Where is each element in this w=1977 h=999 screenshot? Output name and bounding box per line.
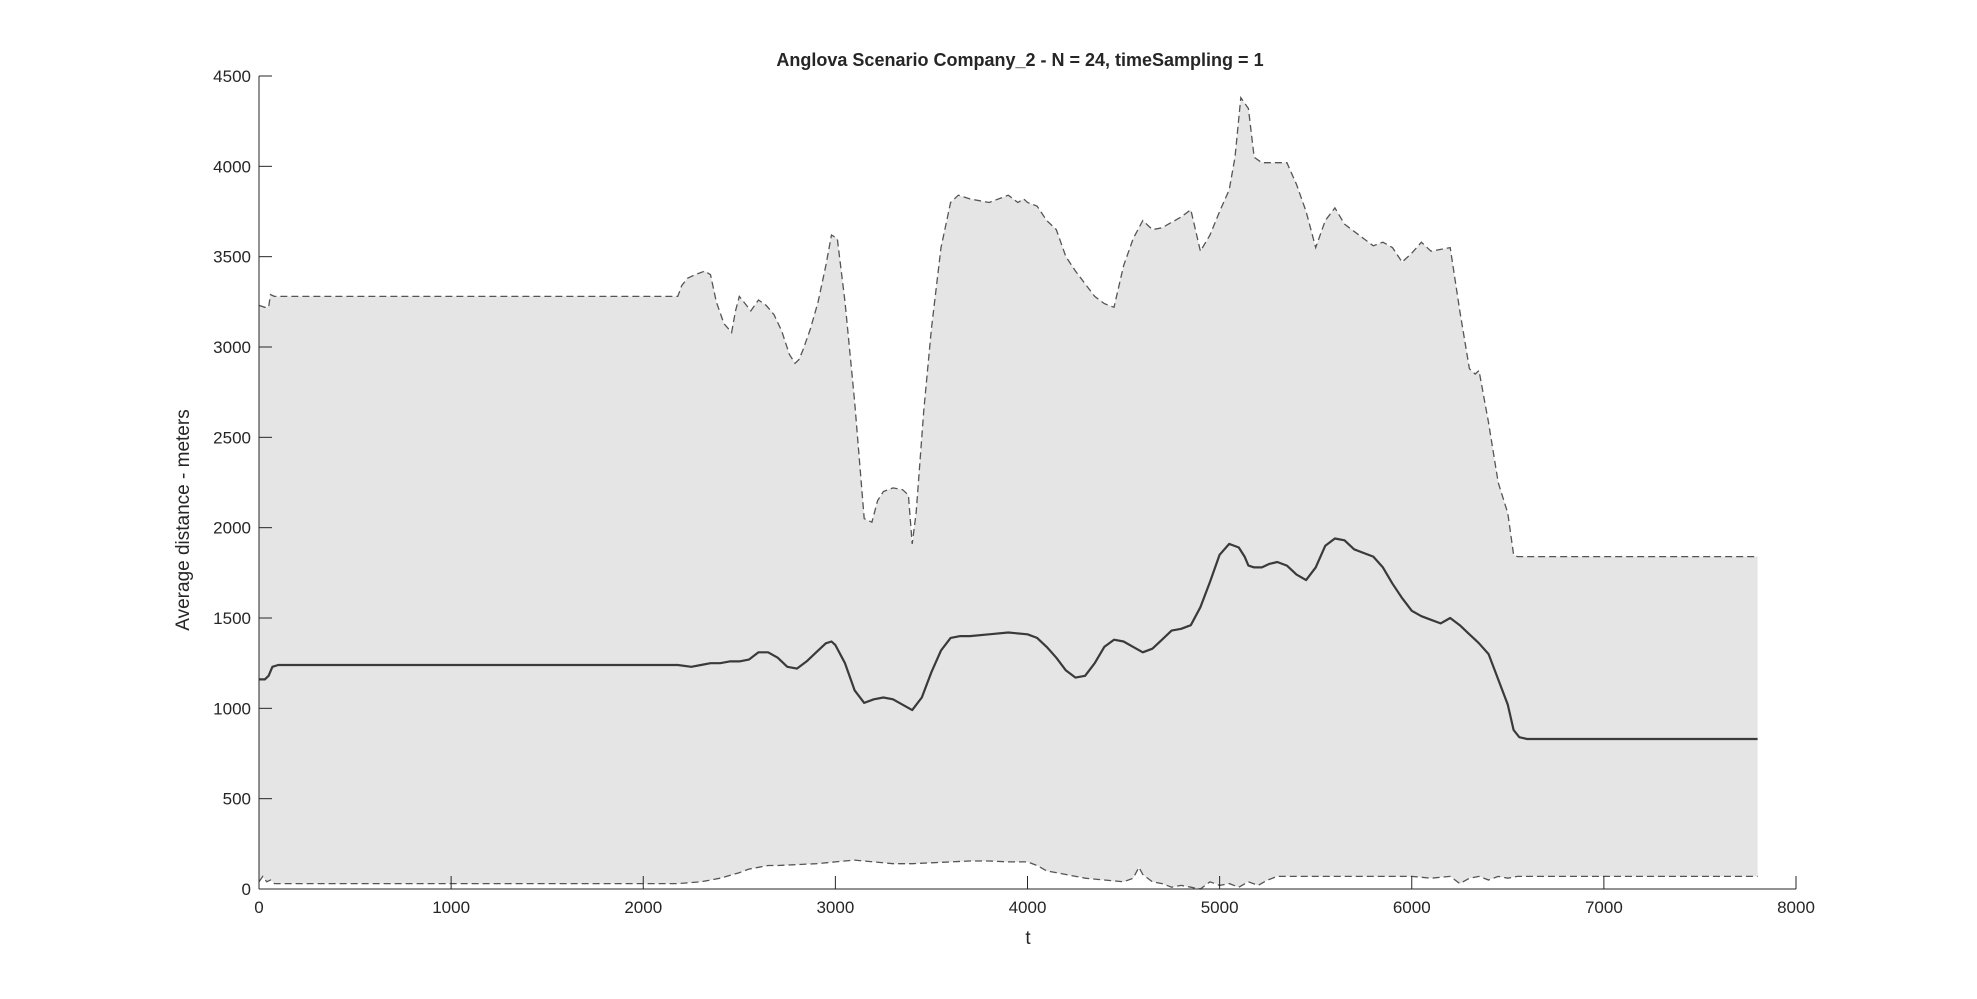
x-axis-label: t — [1025, 928, 1031, 949]
y-tick-label: 3000 — [213, 338, 251, 357]
chart-title: Anglova Scenario Company_2 - N = 24, tim… — [776, 50, 1263, 70]
x-tick-label: 5000 — [1201, 898, 1239, 917]
x-tick-label: 2000 — [624, 898, 662, 917]
x-tick-label: 3000 — [816, 898, 854, 917]
y-tick-label: 0 — [242, 880, 251, 899]
y-tick-label: 2500 — [213, 428, 251, 447]
x-tick-label: 7000 — [1585, 898, 1623, 917]
x-tick-label: 1000 — [432, 898, 470, 917]
range-band — [259, 97, 1758, 889]
mean-series-line — [259, 537, 1758, 741]
y-tick-label: 1500 — [213, 609, 251, 628]
x-tick-label: 6000 — [1393, 898, 1431, 917]
x-tick-label: 0 — [254, 898, 263, 917]
min-series-line — [258, 859, 1758, 890]
y-tick-label: 1000 — [213, 699, 251, 718]
y-tick-label: 4500 — [213, 67, 251, 86]
x-tick-label: 8000 — [1777, 898, 1815, 917]
y-tick-label: 2000 — [213, 519, 251, 538]
y-axis-label: Average distance - meters — [173, 409, 194, 630]
y-tick-label: 4000 — [213, 157, 251, 176]
y-tick-label: 500 — [223, 790, 251, 809]
x-tick-label: 4000 — [1009, 898, 1047, 917]
max-series-line — [258, 95, 1758, 558]
y-tick-label: 3500 — [213, 248, 251, 267]
